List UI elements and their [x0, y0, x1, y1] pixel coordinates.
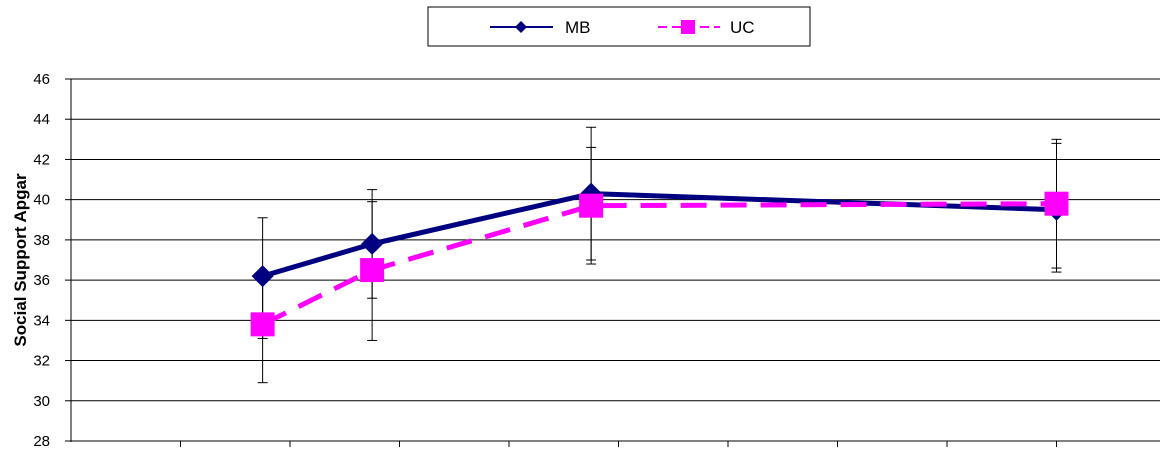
- y-tick-label: 38: [33, 232, 50, 249]
- data-point-uc: [579, 193, 604, 218]
- series-lines: [261, 191, 1057, 327]
- y-tick-label: 34: [33, 312, 50, 329]
- y-tick-label: 30: [33, 393, 50, 410]
- series-markers: [250, 182, 1069, 337]
- legend-uc-label: UC: [730, 18, 755, 37]
- data-point-uc: [1044, 191, 1069, 216]
- y-tick-label: 32: [33, 353, 50, 370]
- data-point-uc: [250, 312, 275, 337]
- axes: [65, 78, 72, 442]
- series-line-uc: [261, 201, 1057, 327]
- gridlines: [71, 78, 1160, 442]
- legend-mb-marker: [515, 21, 527, 33]
- y-tick-label: 46: [33, 71, 50, 88]
- y-axis-label: Social Support Apgar: [11, 173, 30, 347]
- legend: MB UC: [427, 6, 811, 47]
- y-tick-labels: 28 30 32 34 36 38 40 42 44 46: [33, 71, 50, 450]
- y-tick-label: 44: [33, 111, 50, 128]
- data-point-mb: [251, 265, 274, 288]
- y-tick-label: 36: [33, 272, 50, 289]
- y-tick-label: 28: [33, 433, 50, 450]
- data-point-uc: [360, 258, 385, 283]
- y-tick-label: 42: [33, 151, 50, 168]
- y-tick-label: 40: [33, 192, 50, 209]
- legend-uc-marker: [681, 20, 695, 34]
- data-point-mb: [361, 232, 384, 255]
- x-tick-marks: [180, 441, 1057, 447]
- error-bars: [257, 126, 1062, 384]
- series-line-mb: [261, 191, 1057, 279]
- legend-mb-label: MB: [565, 18, 591, 37]
